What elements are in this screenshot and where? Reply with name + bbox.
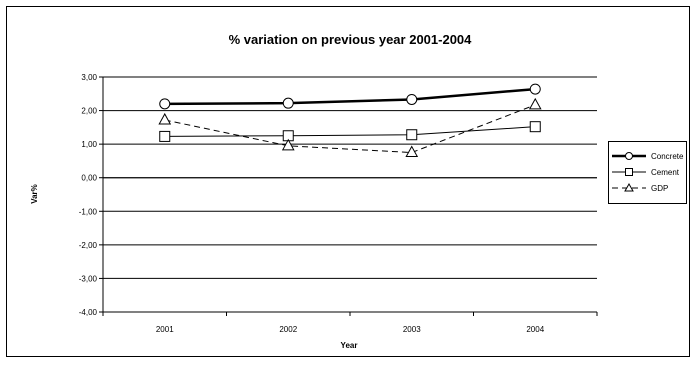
legend-label: GDP: [651, 184, 668, 193]
legend-label: Cement: [651, 168, 680, 177]
y-tick-label: 3,00: [81, 73, 97, 82]
data-point-gdp: [528, 97, 542, 110]
x-tick-label: 2001: [156, 325, 174, 334]
data-point-concrete: [406, 93, 418, 105]
x-tick-label: 2003: [403, 325, 421, 334]
y-tick-label: -4,00: [79, 308, 98, 317]
chart-border: [6, 6, 690, 357]
data-point-gdp: [281, 138, 295, 151]
legend: Concrete Cement GDP: [608, 141, 687, 204]
series-line-gdp: [164, 104, 536, 154]
data-point-concrete: [529, 83, 541, 95]
series-line-concrete: [164, 87, 536, 106]
data-point-cement: [529, 121, 541, 133]
y-tick-label: 0,00: [81, 174, 97, 183]
data-point-concrete: [159, 98, 171, 110]
legend-marker-cement: [625, 168, 633, 176]
data-point-cement: [406, 129, 418, 141]
x-tick-label: 2004: [526, 325, 544, 334]
data-point-gdp: [158, 112, 172, 125]
legend-marker-concrete: [625, 152, 633, 160]
y-axis-title: Var%: [30, 184, 39, 204]
y-tick-label: -2,00: [79, 241, 98, 250]
x-tick-label: 2002: [279, 325, 297, 334]
y-tick-label: 1,00: [81, 140, 97, 149]
series-line-cement: [164, 126, 536, 137]
x-axis-title: Year: [341, 341, 358, 350]
y-tick-label: -1,00: [79, 207, 98, 216]
data-point-cement: [159, 130, 171, 142]
chart-title: % variation on previous year 2001-2004: [229, 32, 473, 47]
plot-area: 3,00 2,00 1,00 0,00 -1,00 -2,00 -3,00 -4,00 2001…: [79, 73, 598, 334]
y-tick-label: -3,00: [79, 274, 98, 283]
y-tick-label: 2,00: [81, 107, 97, 116]
data-point-gdp: [405, 145, 419, 158]
legend-marker-gdp: [624, 182, 634, 192]
data-point-concrete: [282, 97, 294, 109]
legend-label: Concrete: [651, 152, 684, 161]
